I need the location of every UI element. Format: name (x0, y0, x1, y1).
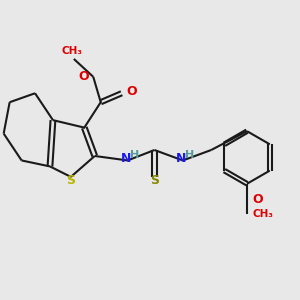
Text: O: O (78, 70, 89, 83)
Text: N: N (176, 152, 187, 166)
Text: N: N (121, 152, 131, 166)
Text: O: O (252, 193, 263, 206)
Text: CH₃: CH₃ (252, 209, 273, 219)
Text: S: S (150, 174, 159, 187)
Text: O: O (126, 85, 137, 98)
Text: CH₃: CH₃ (62, 46, 83, 56)
Text: H: H (130, 150, 139, 160)
Text: S: S (66, 174, 75, 187)
Text: H: H (185, 150, 194, 160)
